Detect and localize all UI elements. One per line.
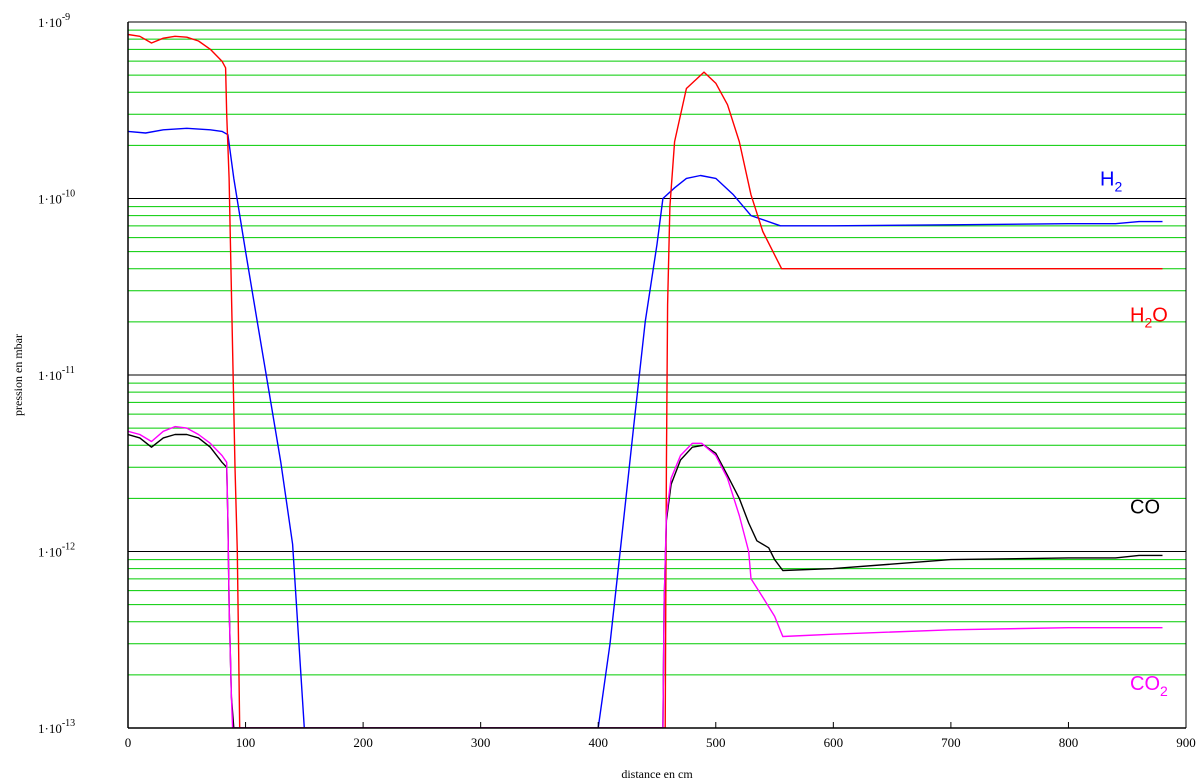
series-line-co [128, 433, 1163, 728]
series-line-h2 [128, 127, 1163, 728]
x-tick-label: 500 [706, 735, 726, 750]
x-tick-label: 100 [236, 735, 256, 750]
series-labels: H2 H2O CO CO2 [1100, 168, 1168, 699]
grid [128, 21, 1186, 729]
series-label-h2o: H2O [1130, 305, 1168, 331]
series-label-h2: H2 [1100, 168, 1122, 194]
y-tick-label: 1·10-13 [38, 718, 75, 736]
series-label-co: CO [1130, 496, 1160, 518]
x-tick-label: 400 [588, 735, 608, 750]
x-tick-label: 0 [125, 735, 132, 750]
series-label-co2: CO2 [1130, 673, 1168, 699]
axes [127, 22, 1187, 729]
series-lines [128, 33, 1163, 728]
x-tick-label: 800 [1059, 735, 1079, 750]
y-tick-label: 1·10-12 [38, 542, 75, 560]
x-tick-label: 700 [941, 735, 961, 750]
y-axis-label: pression en mbar [11, 334, 25, 416]
y-tick-label: 1·10-9 [38, 12, 70, 30]
x-tick-label: 200 [353, 735, 373, 750]
y-tick-label: 1·10-10 [38, 189, 75, 207]
y-tick-label: 1·10-11 [38, 365, 75, 383]
x-tick-label: 900 [1176, 735, 1196, 750]
series-line-co2 [128, 425, 1163, 728]
series-line-h2o [128, 33, 1163, 728]
x-tick-label: 600 [824, 735, 844, 750]
x-axis-label: distance en cm [621, 767, 693, 781]
x-tick-label: 300 [471, 735, 491, 750]
tick-labels: 0 100 200 300 400 500 600 700 800 900 1·10-13 1·10-… [38, 12, 1196, 750]
